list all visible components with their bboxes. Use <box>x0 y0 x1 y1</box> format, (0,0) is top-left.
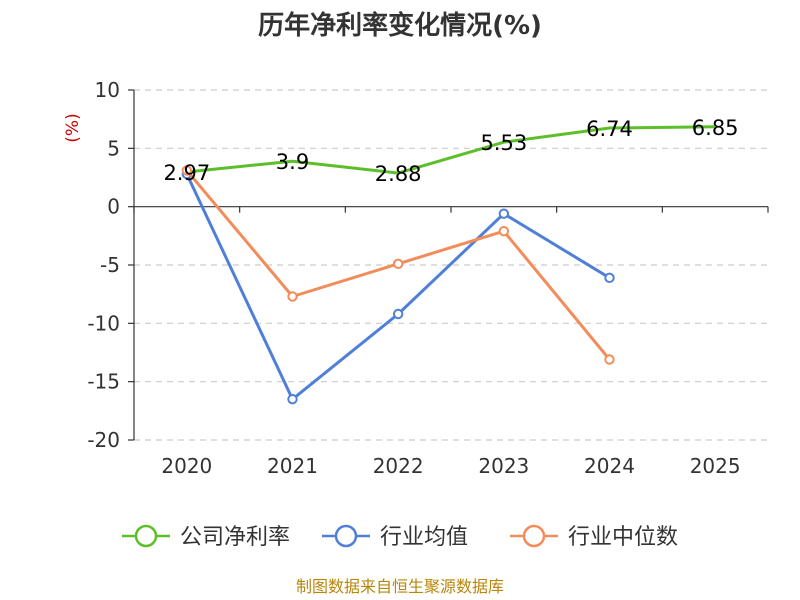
series-line-0 <box>185 125 717 175</box>
legend-marker <box>134 524 158 548</box>
x-tick-label: 2025 <box>690 454 741 478</box>
y-tick-label: 5 <box>107 136 120 160</box>
y-tick-label: 10 <box>95 78 120 102</box>
data-point <box>498 225 510 237</box>
series-layer <box>181 125 717 405</box>
y-axis-unit-label: (%) <box>63 113 83 142</box>
data-point <box>287 291 298 302</box>
data-point <box>498 208 510 219</box>
y-tick-label: -15 <box>87 370 120 394</box>
data-point <box>287 393 298 405</box>
series-line-1 <box>185 172 611 401</box>
data-label: 3.9 <box>276 150 309 174</box>
legend: 公司净利率 行业均值 行业中位数 <box>122 524 678 550</box>
legend-marker <box>522 524 546 548</box>
y-tick-label: -20 <box>87 428 120 452</box>
axis-layer: 10 5 0 -5 -10 -15 -20 2020 2021 2022 2023 2024 2025 <box>87 78 769 478</box>
data-label: 6.74 <box>586 117 633 141</box>
x-tick-label: 2020 <box>161 454 212 478</box>
y-tick-label: 0 <box>107 195 120 219</box>
chart-title: 历年净利率变化情况(%) <box>258 10 542 41</box>
data-point <box>392 308 404 320</box>
data-point <box>604 354 615 365</box>
legend-label: 公司净利率 <box>180 525 290 550</box>
data-label: 5.53 <box>480 131 527 155</box>
data-point <box>604 272 615 284</box>
legend-marker <box>334 524 358 548</box>
x-tick-label: 2022 <box>373 454 424 478</box>
data-point <box>181 165 193 176</box>
data-label: 2.88 <box>375 162 422 186</box>
data-label: 6.85 <box>692 116 739 140</box>
legend-label: 行业均值 <box>380 525 468 550</box>
x-tick-label: 2021 <box>267 454 318 478</box>
y-tick-label: -5 <box>100 253 120 277</box>
y-tick-label: -10 <box>87 311 120 335</box>
source-note: 制图数据来自恒生聚源数据库 <box>296 577 504 596</box>
grid-layer <box>134 89 768 441</box>
x-tick-label: 2024 <box>584 454 635 478</box>
data-point <box>392 258 404 270</box>
legend-label: 行业中位数 <box>568 525 678 550</box>
data-label: 2.97 <box>163 161 210 185</box>
data-label-layer: 2.97 3.9 2.88 5.53 6.74 6.85 <box>163 116 738 186</box>
x-tick-label: 2023 <box>478 454 529 478</box>
